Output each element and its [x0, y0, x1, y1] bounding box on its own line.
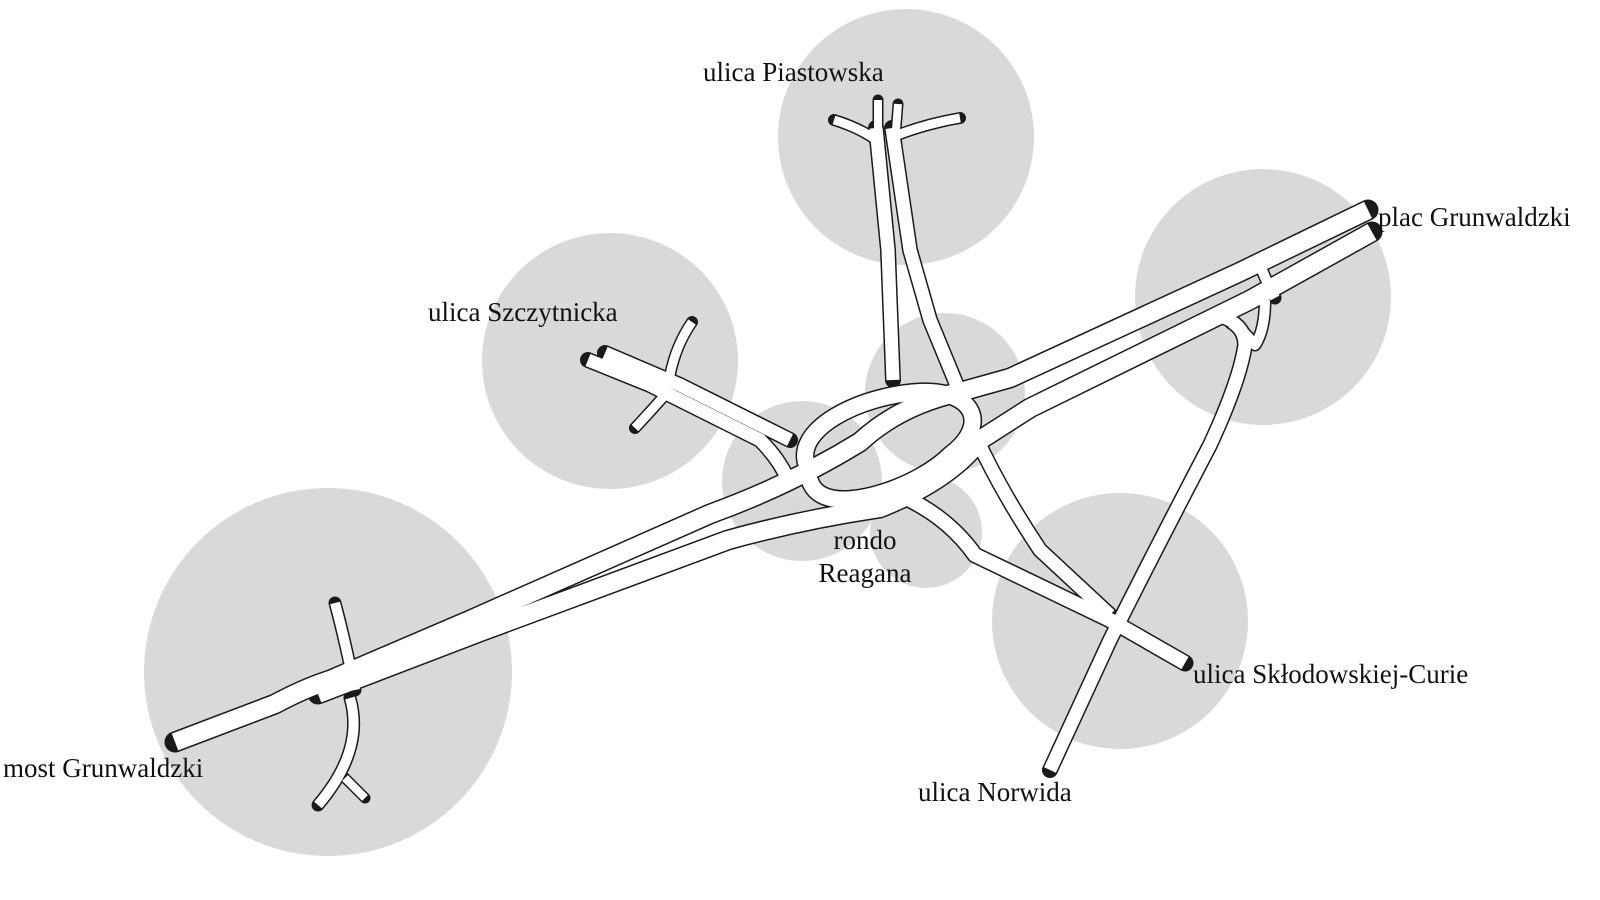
road-east-ramp	[1257, 268, 1280, 301]
road-piastowska-east	[885, 127, 965, 391]
road-piastowska-west	[869, 127, 900, 381]
road-piastowska-stub-e	[892, 103, 902, 131]
road-piastowska-branch-e	[893, 113, 961, 141]
road-szczytnicka-upper	[602, 347, 793, 446]
label-rondo-reagana: rondo Reagana	[798, 524, 932, 590]
road-most-ramp-n	[330, 601, 360, 691]
roads-surface	[171, 100, 1377, 809]
road-most-ramp-s	[314, 696, 359, 809]
label-ulica-norwida: ulica Norwida	[918, 777, 1072, 807]
road-szczytnicka-ramp-s	[631, 392, 669, 432]
label-most-grunwaldzki: most Grunwaldzki	[3, 753, 204, 783]
road-piastowska-branch-w	[832, 115, 879, 144]
road-szczytnicka-ramp-n	[665, 319, 696, 376]
road-most-ramp-s2	[342, 775, 368, 801]
road-szczytnicka-lower	[585, 353, 795, 483]
label-ulica-szczytnicka: ulica Szczytnicka	[428, 297, 618, 327]
label-ulica-sklodowskiej-curie: ulica Skłodowskiej-Curie	[1193, 659, 1469, 689]
label-ulica-piastowska: ulica Piastowska	[703, 57, 884, 87]
road-sklodowskiej-upper	[906, 493, 1189, 670]
road-roundabout	[797, 383, 981, 508]
label-plac-grunwaldzki: plac Grunwaldzki	[1378, 202, 1571, 232]
road-sklodowskiej-lower	[969, 432, 1115, 620]
label-rondo-line1: rondo	[833, 525, 897, 555]
road-main-south-lane	[314, 224, 1377, 703]
road-east-loop	[1218, 299, 1270, 350]
label-rondo-line2: Reagana	[818, 558, 912, 588]
